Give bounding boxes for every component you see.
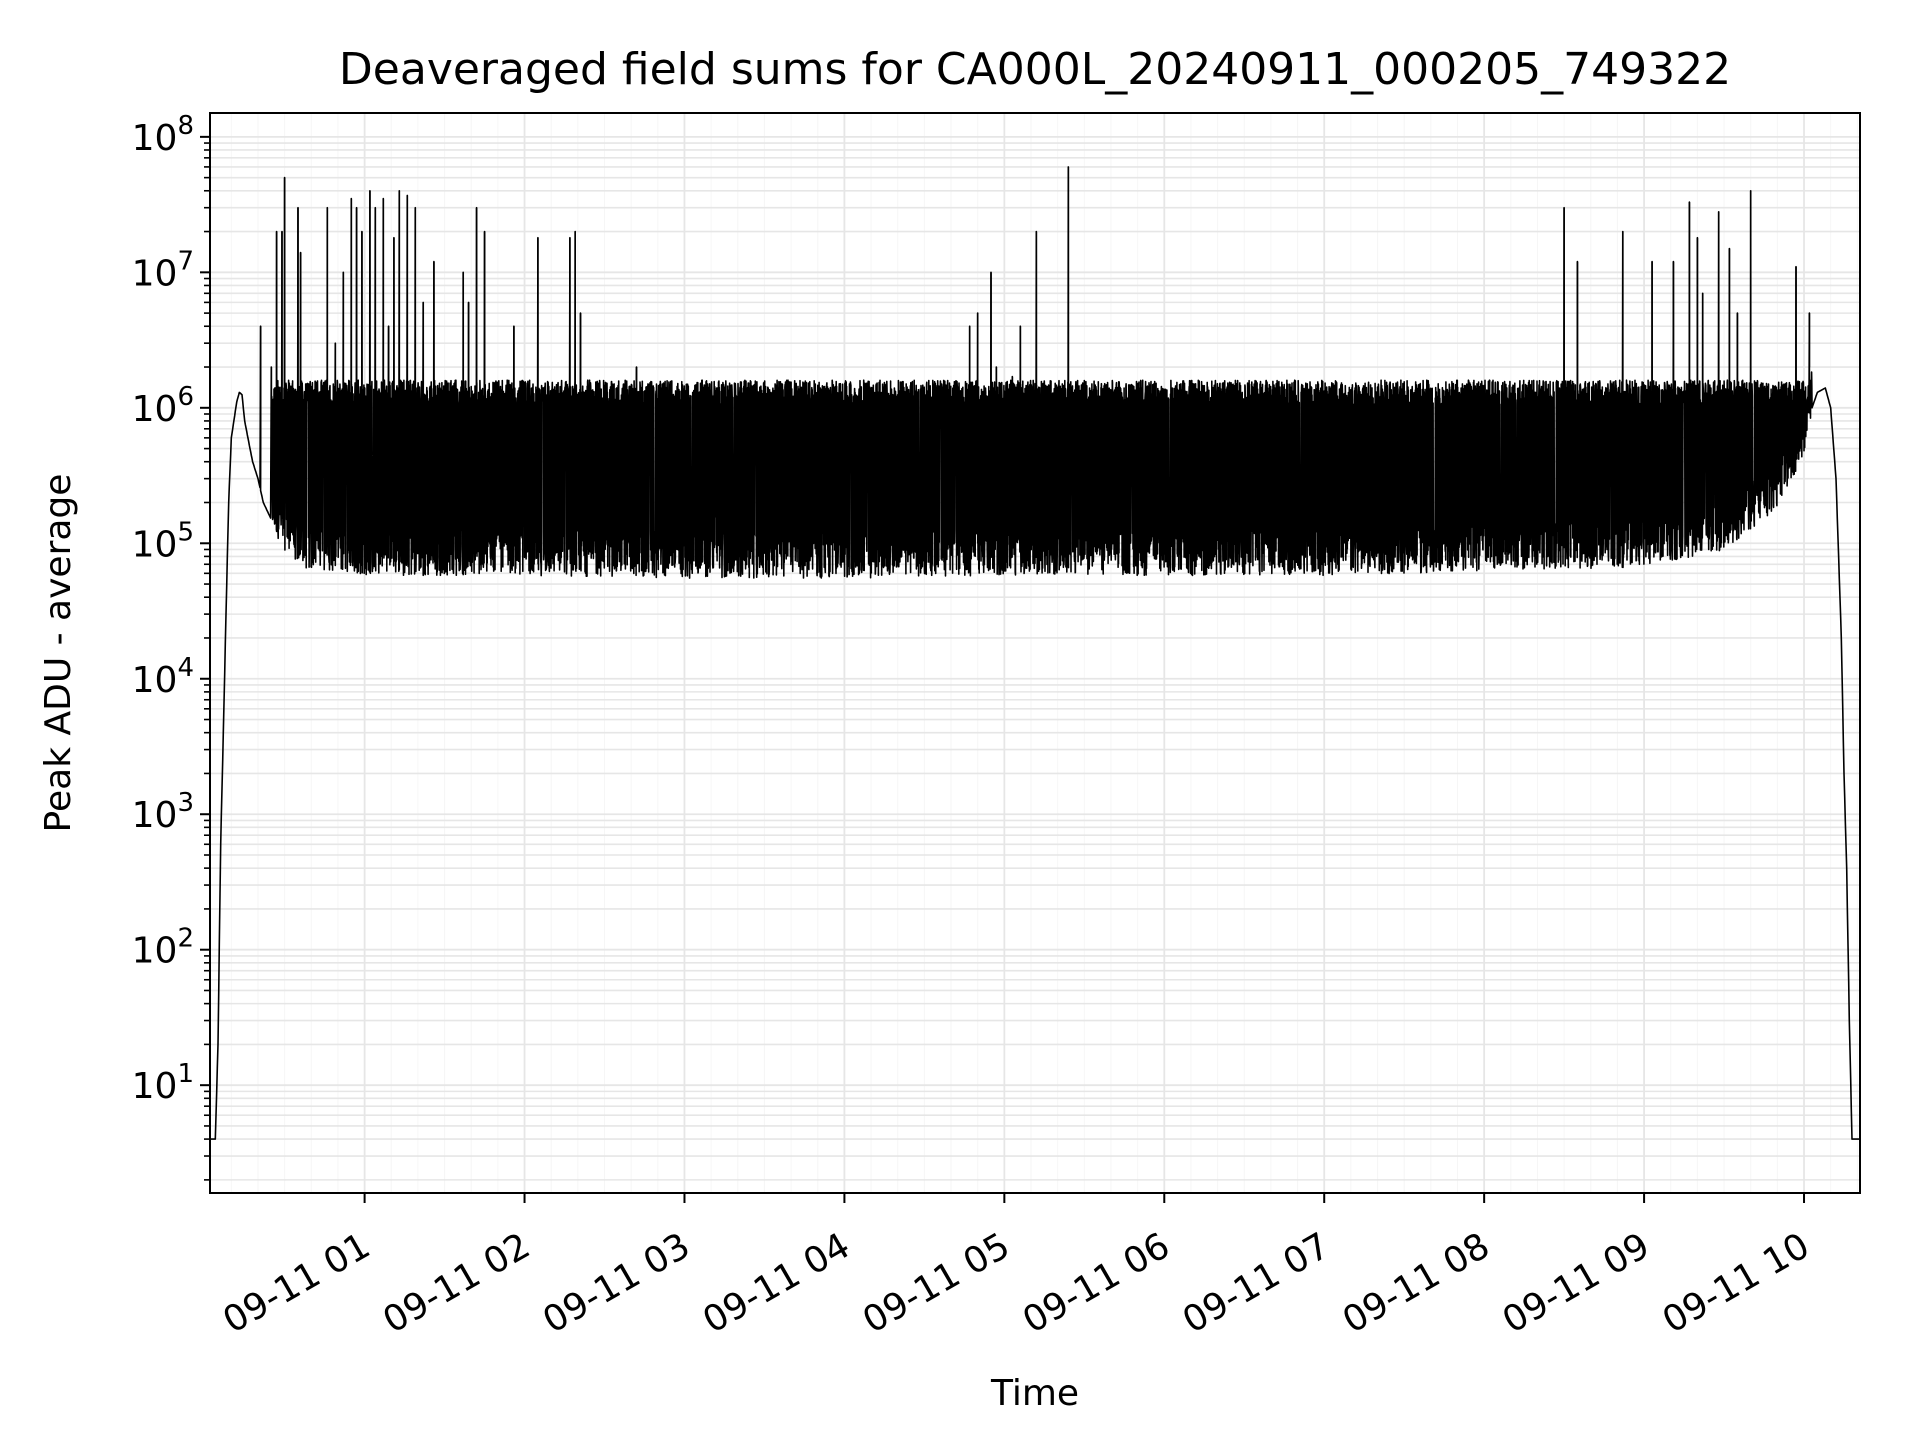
y-tick-label: 105 [132,517,194,565]
data-series [209,166,1861,1140]
grid-lines [210,113,1860,1193]
y-axis-label: Peak ADU - average [38,474,79,833]
x-axis-label: Time [990,1373,1079,1414]
chart-title: Deaveraged field sums for CA000L_2024091… [339,44,1731,95]
plot-frame [209,112,1861,1194]
y-tick-label: 104 [132,653,194,701]
y-tick-label: 103 [132,788,194,836]
y-tick-label: 101 [132,1059,194,1107]
y-tick-label: 107 [132,246,194,294]
series-line [209,166,1861,1140]
y-tick-label: 102 [132,924,194,972]
y-tick-label: 106 [132,382,194,430]
y-tick-label: 108 [132,111,194,159]
